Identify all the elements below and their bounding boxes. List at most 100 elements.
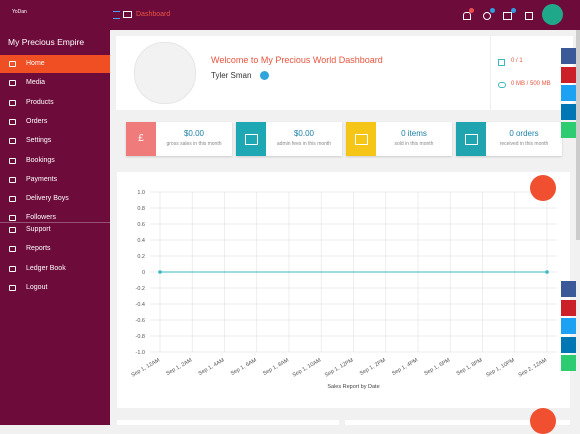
help-icon[interactable]: [483, 12, 491, 20]
screen-icon: [123, 11, 132, 18]
chart-card: -1.0 -0.8 -0.6 -0.4 -0.2 0 0.2 0.4 0.6 0.8 1.0 Sep …: [117, 172, 570, 408]
menu-item[interactable]: Bookings: [0, 152, 110, 170]
point: [352, 271, 355, 273]
menu-icon: [9, 215, 16, 222]
menu-item[interactable]: Products: [0, 94, 110, 112]
card-value: $0.00: [183, 129, 205, 138]
stat: 0 MB / 500 MB: [511, 81, 551, 87]
point: [158, 270, 162, 274]
list-icon[interactable]: [525, 12, 533, 20]
avatar[interactable]: [542, 4, 563, 25]
share-button[interactable]: [561, 281, 576, 297]
verified-icon: [260, 71, 269, 80]
share-button[interactable]: [561, 336, 576, 353]
point: [481, 271, 484, 273]
menu-label: Logout: [26, 283, 48, 291]
point: [449, 271, 451, 273]
menu-item[interactable]: Payments: [0, 171, 110, 189]
share-button[interactable]: [561, 48, 576, 64]
x-tick-label: Sep 1, 6AM: [230, 357, 258, 377]
menu-label: Reports: [26, 245, 51, 253]
x-tick-label: Sep 2, 12AM: [517, 357, 548, 378]
y-tick-label: -0.4: [136, 302, 145, 308]
chart-button[interactable]: [530, 175, 556, 201]
menu-item[interactable]: Support: [0, 221, 110, 239]
y-tick-label: -0.2: [136, 286, 145, 292]
card-caption: sold in this month: [394, 141, 434, 147]
share-button[interactable]: [561, 318, 576, 334]
y-tick-label: 0.4: [137, 238, 145, 244]
menu-icon: [9, 265, 16, 272]
menu-item[interactable]: Ledger Book: [0, 260, 110, 278]
x-tick-label: Sep 1, 10PM: [485, 357, 516, 378]
card-value: 0 items: [401, 129, 427, 138]
y-tick-label: -1.0: [136, 350, 145, 356]
point: [320, 271, 322, 273]
point: [514, 271, 516, 273]
menu-item[interactable]: Logout: [0, 279, 110, 297]
point: [288, 271, 290, 273]
y-tick-label: 0: [142, 270, 145, 276]
x-tick-label: Sep 1, 6PM: [423, 357, 451, 377]
card-icon: [456, 122, 486, 156]
notification-icon[interactable]: [463, 12, 471, 20]
y-tick-label: 0.6: [137, 222, 145, 228]
chart-button[interactable]: [530, 408, 556, 434]
divider: [0, 222, 110, 223]
share-button[interactable]: [561, 122, 576, 138]
breadcrumb[interactable]: Dashboard: [136, 11, 171, 18]
menu-icon: [9, 284, 16, 291]
menu-icon: [9, 176, 16, 183]
share-button[interactable]: [561, 355, 576, 371]
share-button[interactable]: [561, 103, 576, 120]
menu-item[interactable]: Settings: [0, 132, 110, 150]
share-button[interactable]: [561, 85, 576, 101]
x-tick-label: Sep 1, 4PM: [391, 357, 419, 377]
menu-item[interactable]: Home: [0, 55, 110, 73]
menu-label: Delivery Boys: [26, 195, 69, 203]
share-button[interactable]: [561, 66, 576, 83]
menu-item[interactable]: Delivery Boys: [0, 190, 110, 208]
card: [345, 420, 570, 425]
y-tick-label: 0.8: [137, 206, 145, 212]
menu-icon: [9, 61, 16, 67]
card-caption: admin fees in this month: [276, 141, 332, 147]
menu-item[interactable]: Followers: [0, 209, 110, 227]
x-tick-label: Sep 1, 10AM: [292, 357, 323, 378]
point: [417, 271, 419, 273]
point: [256, 271, 258, 273]
stat: 0 / 1: [511, 58, 523, 64]
x-tick-label: Sep 1, 2PM: [359, 357, 387, 377]
menu-icon: [9, 99, 16, 106]
profile-picture[interactable]: [134, 42, 196, 104]
message-icon[interactable]: [503, 12, 512, 20]
sidebar: My Precious Empire Home Media Products Orde…: [0, 30, 110, 425]
menu-item[interactable]: Reports: [0, 240, 110, 258]
brand: YoDan: [12, 9, 27, 15]
divider: [490, 36, 491, 110]
point: [191, 271, 193, 273]
menu-label: Ledger Book: [26, 264, 66, 272]
menu-icon: [9, 118, 16, 125]
share-button[interactable]: [561, 299, 576, 316]
point: [223, 271, 226, 273]
y-tick-label: -0.8: [136, 334, 145, 340]
x-tick-label: Sep 1, 4AM: [198, 357, 226, 377]
menu-icon: [9, 157, 16, 164]
stat-card: $0.00 admin fees in this month: [236, 122, 342, 156]
menu-label: Home: [26, 60, 45, 67]
card: [117, 420, 339, 425]
menu-icon: [9, 80, 16, 87]
menu-toggle[interactable]: [113, 11, 120, 19]
point: [545, 270, 549, 274]
icon-shape: [355, 134, 368, 145]
storage-icon: [498, 82, 506, 88]
menu-item[interactable]: Media: [0, 74, 110, 92]
menu-item[interactable]: Orders: [0, 113, 110, 131]
chart: -1.0 -0.8 -0.6 -0.4 -0.2 0 0.2 0.4 0.6 0.8 1.0 Sep …: [130, 190, 557, 390]
menu-icon: [9, 196, 16, 203]
sidebar-title: My Precious Empire: [8, 37, 85, 47]
card-caption: received in this month: [499, 141, 549, 147]
card-icon: [346, 122, 376, 156]
